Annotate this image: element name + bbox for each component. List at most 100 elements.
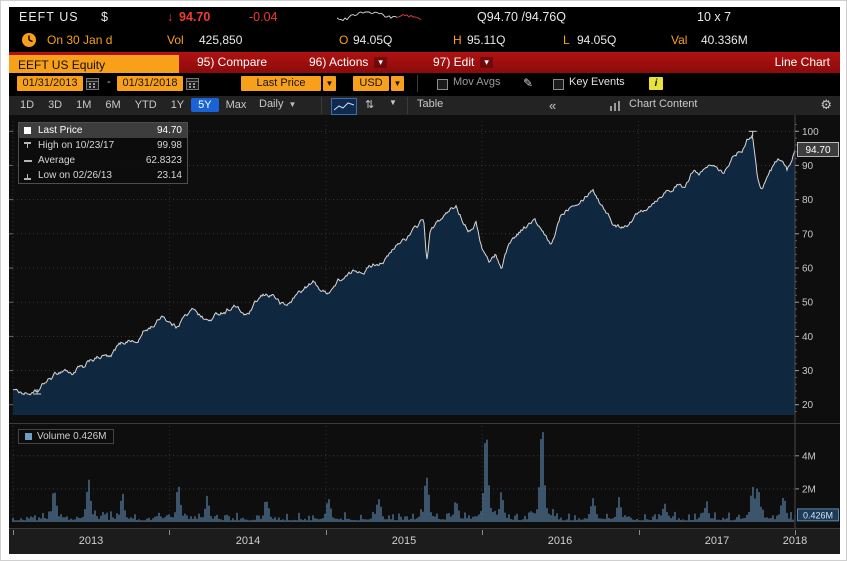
date-to-field[interactable]: 01/31/2018 — [117, 76, 183, 91]
x-year-label: 2018 — [782, 535, 808, 547]
price-type-dropdown[interactable]: Last Price — [241, 76, 321, 91]
tab-max[interactable]: Max — [225, 99, 247, 111]
high-value: 95.11Q — [467, 33, 506, 47]
last-volume-axis-tag — [797, 508, 839, 522]
volume-chart-panel[interactable]: Volume 0.426M 4M 2M 0.426M — [9, 423, 840, 529]
volume-chart[interactable]: 4M 2M 0.426M — [9, 424, 840, 529]
x-year-label: 2014 — [235, 535, 261, 547]
period-tab-row: 1D 3D 1M 6M YTD 1Y 5Y Max Daily ▼ ⇅ ▼ Tab… — [9, 95, 840, 115]
bid-ask: Q94.70 /94.76Q — [477, 10, 566, 24]
time-axis: 2013 2014 2015 2016 2017 2018 — [9, 528, 840, 554]
volume-label: Vol — [167, 33, 184, 47]
price-axis-label: 20 — [802, 400, 814, 411]
currency-caret-icon[interactable]: ▼ — [391, 76, 404, 91]
val-label: Val — [671, 33, 688, 47]
price-chart-panel[interactable]: Last Price 94.70 High on 10/23/17 99.98 … — [9, 115, 840, 423]
tab-6m[interactable]: 6M — [105, 99, 121, 111]
last-price: 94.70 — [179, 10, 211, 24]
last-price-axis-tag — [797, 141, 839, 157]
actions-caret-icon[interactable]: ▾ — [374, 57, 387, 68]
tab-5y-selected[interactable]: 5Y — [191, 98, 219, 112]
key-events-label[interactable]: Key Events — [569, 76, 625, 88]
chart-content-icon[interactable] — [609, 100, 623, 111]
frequency-dropdown[interactable]: Daily ▼ — [259, 98, 297, 110]
price-axis-label: 50 — [802, 298, 814, 309]
chart-content-button[interactable]: Chart Content — [629, 98, 698, 110]
date-range-dash: - — [107, 76, 111, 88]
compare-menu-item[interactable]: 95) Compare — [197, 55, 268, 69]
toolbar-separator — [417, 75, 418, 92]
currency-dropdown[interactable]: USD — [353, 76, 389, 91]
settings-gear-icon[interactable]: ⚙ — [820, 98, 832, 113]
price-change: -0.04 — [249, 10, 278, 24]
x-year-label: 2016 — [547, 535, 573, 547]
legend-last-price-row[interactable]: Last Price 94.70 — [19, 123, 187, 138]
price-axis-label: 40 — [802, 332, 814, 343]
chart-legend[interactable]: Last Price 94.70 High on 10/23/17 99.98 … — [18, 122, 188, 184]
tab-3d[interactable]: 3D — [48, 99, 63, 111]
val-value: 40.336M — [701, 33, 748, 47]
mov-avgs-label[interactable]: Mov Avgs — [453, 76, 501, 88]
last-price-axis-tag-label: 94.70 — [805, 145, 830, 156]
ticker-symbol: EEFT US — [19, 10, 79, 24]
price-axis-label: 30 — [802, 366, 814, 377]
volume-chart-svg: 4M 2M 0.426M — [12, 424, 839, 529]
tab-ytd[interactable]: YTD — [134, 99, 157, 111]
key-events-checkbox[interactable] — [553, 79, 564, 90]
security-field[interactable]: EEFT US Equity — [9, 55, 179, 76]
x-year-label: 2013 — [78, 535, 104, 547]
separator — [321, 97, 322, 114]
low-label: L — [563, 33, 570, 47]
price-axis-label: 100 — [802, 127, 819, 138]
x-year-label: 2017 — [704, 535, 730, 547]
year-tick — [482, 530, 483, 535]
intraday-sparkline — [337, 10, 423, 26]
edit-caret-icon[interactable]: ▾ — [480, 57, 493, 68]
volume-axis-label: 4M — [802, 451, 816, 462]
open-value: 94.05Q — [353, 33, 393, 47]
line-chart-type-icon[interactable] — [331, 98, 357, 115]
info-icon[interactable]: i — [649, 77, 663, 90]
price-type-caret-icon[interactable]: ▼ — [323, 76, 336, 91]
collapse-panel-button[interactable]: « — [549, 98, 557, 113]
volume-axis-label: 2M — [802, 484, 816, 495]
legend-average-row[interactable]: Average 62.8323 — [19, 153, 187, 168]
chart-type-caret-icon[interactable]: ▼ — [389, 98, 397, 107]
price-axis-label: 80 — [802, 195, 814, 206]
currency-symbol: $ — [101, 10, 108, 24]
separator — [407, 97, 408, 114]
tab-1y[interactable]: 1Y — [170, 99, 185, 111]
calendar-icon[interactable] — [86, 77, 99, 90]
price-axis-label: 90 — [802, 161, 814, 172]
date-from-field[interactable]: 01/31/2013 — [17, 76, 83, 91]
year-tick — [169, 530, 170, 535]
volume-legend[interactable]: Volume 0.426M — [18, 429, 114, 444]
calendar-icon[interactable] — [186, 77, 199, 90]
actions-menu-item[interactable]: 96) Actions ▾ — [309, 55, 387, 69]
events-arrows-icon[interactable]: ⇅ — [365, 98, 375, 111]
year-tick — [326, 530, 327, 535]
clock-icon — [21, 32, 37, 48]
lot-size: 10 x 7 — [697, 10, 732, 24]
period-tabs: 1D 3D 1M 6M YTD 1Y 5Y Max — [13, 98, 253, 112]
legend-low-row[interactable]: Low on 02/26/13 23.14 — [19, 168, 187, 183]
tab-1d[interactable]: 1D — [20, 99, 35, 111]
price-down-arrow-icon: ↓ — [167, 10, 174, 24]
bloomberg-terminal: EEFT US $ ↓ 94.70 -0.04 Q94.70 /94.76Q 1… — [9, 7, 840, 554]
edit-menu-item[interactable]: 97) Edit ▾ — [433, 55, 493, 69]
price-axis-label: 60 — [802, 264, 814, 275]
mov-avgs-checkbox[interactable] — [437, 79, 448, 90]
table-button[interactable]: Table — [417, 98, 444, 110]
function-title: Line Chart — [774, 55, 830, 69]
low-value: 94.05Q — [577, 33, 617, 47]
average-marker — [24, 159, 33, 162]
chart-toolbar-row: 01/31/2013 - 01/31/2018 Last Price ▼ USD… — [9, 73, 840, 95]
sparkline-svg — [337, 11, 422, 22]
price-chart[interactable]: 100 90 80 70 60 50 40 30 20 94.70 — [9, 115, 840, 423]
legend-high-row[interactable]: High on 10/23/17 99.98 — [19, 138, 187, 153]
price-axis-label: 70 — [802, 229, 814, 240]
pencil-icon[interactable]: ✎ — [523, 76, 534, 90]
session-stats-row: On 30 Jan d Vol 425,850 O 94.05Q H 95.11… — [9, 29, 840, 52]
tab-1m[interactable]: 1M — [76, 99, 92, 111]
price-chart-svg: 100 90 80 70 60 50 40 30 20 94.70 — [9, 115, 839, 423]
